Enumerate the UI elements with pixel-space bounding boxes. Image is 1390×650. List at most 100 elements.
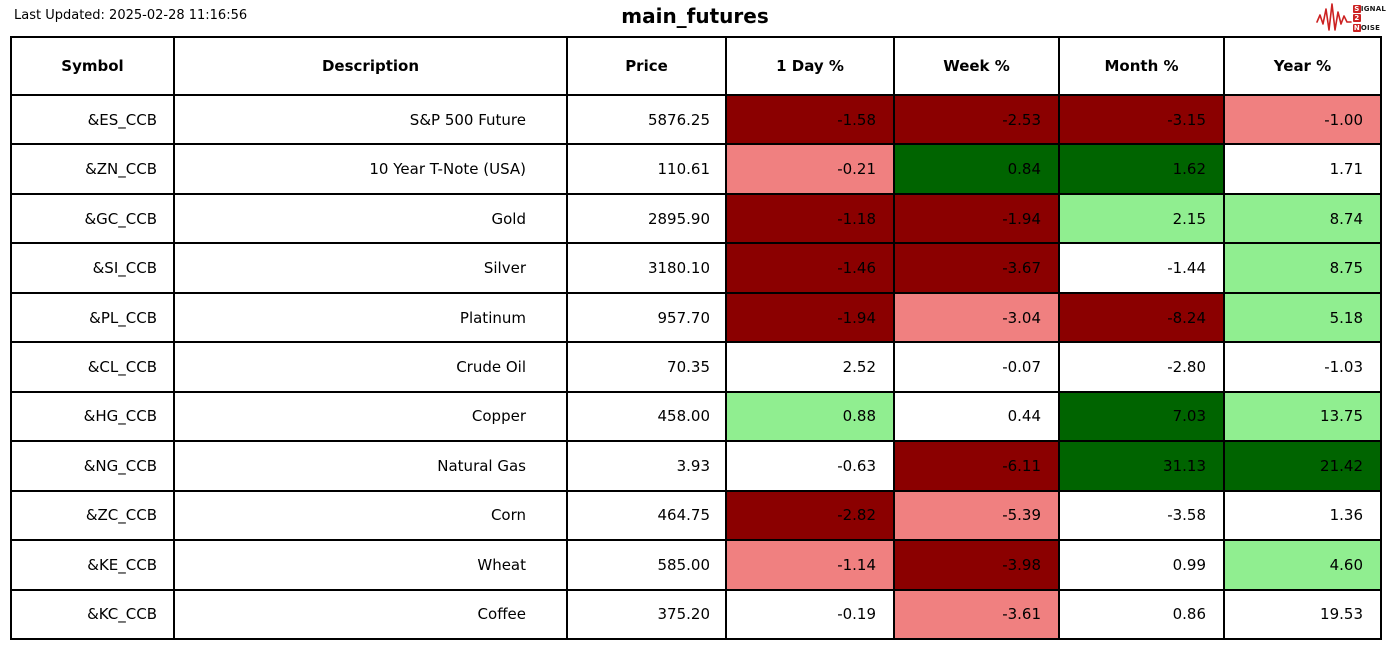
price-cell: 464.75 bbox=[566, 489, 727, 542]
pct-cell: -1.58 bbox=[725, 93, 895, 146]
price-cell: 957.70 bbox=[566, 291, 727, 344]
pct-cell: -1.03 bbox=[1223, 341, 1382, 393]
pct-cell: 0.84 bbox=[893, 143, 1060, 195]
table-row: &ES_CCB S&P 500 Future 5876.25 -1.58 -2.53 -3… bbox=[10, 93, 1382, 146]
pct-cell: 8.75 bbox=[1223, 242, 1382, 294]
description-cell: S&P 500 Future bbox=[173, 93, 568, 146]
brand-logo: SIGNAL 2 NOISE bbox=[1316, 1, 1386, 37]
description-cell: Copper bbox=[173, 390, 568, 443]
logo-digit-2: 2 bbox=[1352, 14, 1361, 23]
price-cell: 458.00 bbox=[566, 390, 727, 443]
description-cell: Wheat bbox=[173, 539, 568, 591]
pct-cell: 7.03 bbox=[1058, 390, 1225, 443]
price-cell: 3.93 bbox=[566, 440, 727, 492]
symbol-cell: &ES_CCB bbox=[10, 93, 175, 146]
pct-cell: 0.99 bbox=[1058, 539, 1225, 591]
pct-cell: -0.19 bbox=[725, 588, 895, 641]
description-cell: Coffee bbox=[173, 588, 568, 641]
table-row: &ZN_CCB 10 Year T-Note (USA) 110.61 -0.21 0.… bbox=[10, 143, 1382, 195]
pct-cell: 1.71 bbox=[1223, 143, 1382, 195]
pct-cell: -0.63 bbox=[725, 440, 895, 492]
column-header: Symbol bbox=[10, 36, 175, 96]
pct-cell: -3.98 bbox=[893, 539, 1060, 591]
pct-cell: 5.18 bbox=[1223, 291, 1382, 344]
description-cell: Silver bbox=[173, 242, 568, 294]
logo-letter-n: N bbox=[1352, 23, 1361, 32]
pct-cell: -2.53 bbox=[893, 93, 1060, 146]
pct-cell: -2.80 bbox=[1058, 341, 1225, 393]
symbol-cell: &SI_CCB bbox=[10, 242, 175, 294]
pct-cell: 13.75 bbox=[1223, 390, 1382, 443]
column-header: Year % bbox=[1223, 36, 1382, 96]
table-row: &KC_CCB Coffee 375.20 -0.19 -3.61 0.86 19.53 bbox=[10, 588, 1382, 641]
pct-cell: -1.46 bbox=[725, 242, 895, 294]
page-title: main_futures bbox=[621, 4, 769, 28]
pct-cell: -3.58 bbox=[1058, 489, 1225, 542]
last-updated-text: Last Updated: 2025-02-28 11:16:56 bbox=[14, 8, 248, 23]
column-header: Price bbox=[566, 36, 727, 96]
table-row: &SI_CCB Silver 3180.10 -1.46 -3.67 -1.44 8.75 bbox=[10, 242, 1382, 294]
pct-cell: -1.44 bbox=[1058, 242, 1225, 294]
table-row: &NG_CCB Natural Gas 3.93 -0.63 -6.11 31.13 21.… bbox=[10, 440, 1382, 492]
pct-cell: 2.15 bbox=[1058, 192, 1225, 245]
logo-letter-s: S bbox=[1352, 4, 1361, 13]
table-row: &PL_CCB Platinum 957.70 -1.94 -3.04 -8.24 5.18 bbox=[10, 291, 1382, 344]
table-row: &HG_CCB Copper 458.00 0.88 0.44 7.03 13.75 bbox=[10, 390, 1382, 443]
pct-cell: 31.13 bbox=[1058, 440, 1225, 492]
description-cell: Corn bbox=[173, 489, 568, 542]
pct-cell: -8.24 bbox=[1058, 291, 1225, 344]
pct-cell: -3.04 bbox=[893, 291, 1060, 344]
pct-cell: -5.39 bbox=[893, 489, 1060, 542]
pct-cell: 4.60 bbox=[1223, 539, 1382, 591]
symbol-cell: &GC_CCB bbox=[10, 192, 175, 245]
table-row: &GC_CCB Gold 2895.90 -1.18 -1.94 2.15 8.74 bbox=[10, 192, 1382, 245]
table-row: &KE_CCB Wheat 585.00 -1.14 -3.98 0.99 4.60 bbox=[10, 539, 1382, 591]
price-cell: 110.61 bbox=[566, 143, 727, 195]
price-cell: 375.20 bbox=[566, 588, 727, 641]
table-row: &ZC_CCB Corn 464.75 -2.82 -5.39 -3.58 1.36 bbox=[10, 489, 1382, 542]
pct-cell: 19.53 bbox=[1223, 588, 1382, 641]
pct-cell: 21.42 bbox=[1223, 440, 1382, 492]
price-cell: 585.00 bbox=[566, 539, 727, 591]
pct-cell: -1.94 bbox=[893, 192, 1060, 245]
brand-logo-text: SIGNAL 2 NOISE bbox=[1352, 4, 1386, 32]
pct-cell: 1.62 bbox=[1058, 143, 1225, 195]
futures-table: Symbol Description Price 1 Day % Week % Month… bbox=[10, 36, 1382, 641]
pct-cell: 0.86 bbox=[1058, 588, 1225, 641]
pct-cell: -3.15 bbox=[1058, 93, 1225, 146]
pct-cell: 1.36 bbox=[1223, 489, 1382, 542]
symbol-cell: &KE_CCB bbox=[10, 539, 175, 591]
price-cell: 70.35 bbox=[566, 341, 727, 393]
pct-cell: -1.00 bbox=[1223, 93, 1382, 146]
symbol-cell: &ZN_CCB bbox=[10, 143, 175, 195]
pct-cell: -3.67 bbox=[893, 242, 1060, 294]
description-cell: Crude Oil bbox=[173, 341, 568, 393]
column-header: Description bbox=[173, 36, 568, 96]
waveform-icon bbox=[1316, 1, 1352, 37]
description-cell: Gold bbox=[173, 192, 568, 245]
pct-cell: 0.88 bbox=[725, 390, 895, 443]
pct-cell: 8.74 bbox=[1223, 192, 1382, 245]
symbol-cell: &NG_CCB bbox=[10, 440, 175, 492]
price-cell: 2895.90 bbox=[566, 192, 727, 245]
symbol-cell: &HG_CCB bbox=[10, 390, 175, 443]
price-cell: 5876.25 bbox=[566, 93, 727, 146]
pct-cell: -0.21 bbox=[725, 143, 895, 195]
price-cell: 3180.10 bbox=[566, 242, 727, 294]
description-cell: Natural Gas bbox=[173, 440, 568, 492]
symbol-cell: &ZC_CCB bbox=[10, 489, 175, 542]
pct-cell: 2.52 bbox=[725, 341, 895, 393]
column-header: Month % bbox=[1058, 36, 1225, 96]
pct-cell: -2.82 bbox=[725, 489, 895, 542]
symbol-cell: &CL_CCB bbox=[10, 341, 175, 393]
symbol-cell: &PL_CCB bbox=[10, 291, 175, 344]
pct-cell: -1.14 bbox=[725, 539, 895, 591]
description-cell: 10 Year T-Note (USA) bbox=[173, 143, 568, 195]
pct-cell: -1.94 bbox=[725, 291, 895, 344]
header-row: Symbol Description Price 1 Day % Week % Month… bbox=[10, 36, 1382, 96]
pct-cell: -3.61 bbox=[893, 588, 1060, 641]
table-row: &CL_CCB Crude Oil 70.35 2.52 -0.07 -2.80 -1.03 bbox=[10, 341, 1382, 393]
column-header: Week % bbox=[893, 36, 1060, 96]
column-header: 1 Day % bbox=[725, 36, 895, 96]
